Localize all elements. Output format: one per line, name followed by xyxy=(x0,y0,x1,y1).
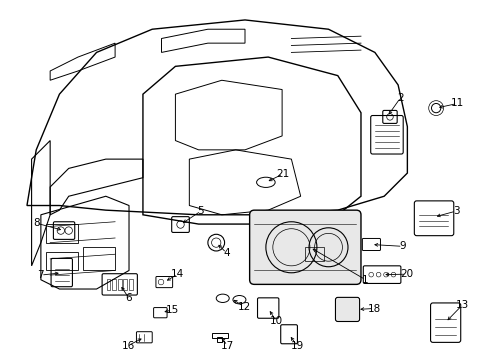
Text: 15: 15 xyxy=(166,305,179,315)
Text: 21: 21 xyxy=(276,169,290,179)
Text: 10: 10 xyxy=(270,316,283,327)
Text: 5: 5 xyxy=(197,206,204,216)
Text: 16: 16 xyxy=(122,341,135,351)
Bar xyxy=(46,252,78,270)
Bar xyxy=(212,333,228,338)
Text: 8: 8 xyxy=(33,218,40,228)
Text: 4: 4 xyxy=(223,248,230,258)
Text: 18: 18 xyxy=(368,303,381,314)
Bar xyxy=(107,279,110,291)
Bar xyxy=(118,279,122,291)
Bar xyxy=(217,337,222,342)
Text: 7: 7 xyxy=(38,270,44,280)
Bar xyxy=(123,279,127,291)
Text: 2: 2 xyxy=(397,93,404,103)
Text: 11: 11 xyxy=(451,98,464,108)
Text: 1: 1 xyxy=(362,275,369,285)
Text: 13: 13 xyxy=(456,300,469,310)
Text: 12: 12 xyxy=(238,302,251,312)
Text: 14: 14 xyxy=(171,269,184,279)
Bar xyxy=(112,279,116,291)
Bar xyxy=(46,224,78,243)
Text: 9: 9 xyxy=(399,241,406,251)
Bar xyxy=(305,247,324,261)
Text: 20: 20 xyxy=(400,269,413,279)
Bar xyxy=(83,247,115,270)
Text: 6: 6 xyxy=(126,293,132,303)
Text: 19: 19 xyxy=(291,341,304,351)
FancyBboxPatch shape xyxy=(249,210,361,284)
Bar xyxy=(129,279,133,291)
Text: 3: 3 xyxy=(453,206,460,216)
Text: 17: 17 xyxy=(221,341,234,351)
FancyBboxPatch shape xyxy=(336,297,360,321)
